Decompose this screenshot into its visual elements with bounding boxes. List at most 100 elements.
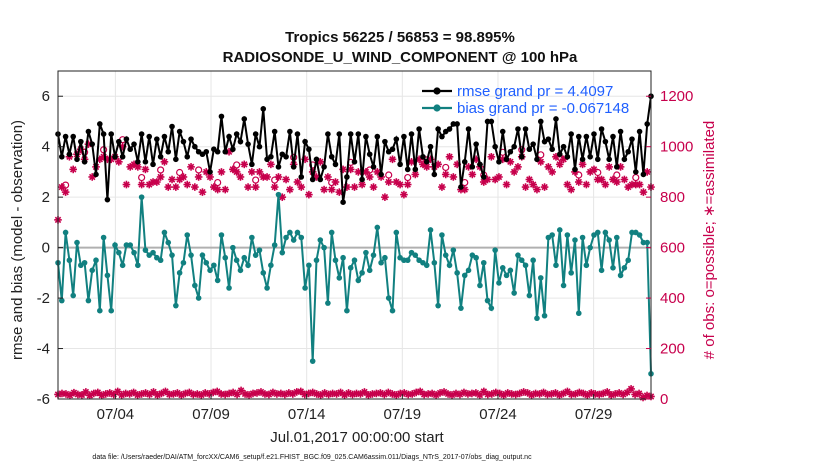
bias-point: [454, 270, 460, 276]
obs-star-stroke: [184, 181, 191, 188]
obs-assimilated-point: [232, 168, 241, 176]
obs-star-stroke: [237, 173, 244, 181]
rmse-point: [290, 164, 297, 170]
obs-assimilated-point: [58, 183, 66, 191]
obs-star-stroke: [213, 388, 221, 395]
obs-assimilated-point: [514, 163, 522, 171]
obs-star-stroke: [191, 183, 199, 191]
obs-star-stroke: [337, 389, 344, 396]
obs-assimilated-point: [286, 185, 294, 194]
rmse-point: [404, 166, 411, 173]
bias-point: [442, 252, 449, 258]
obs-star-stroke: [580, 390, 587, 397]
bias-point: [488, 305, 495, 311]
rmse-point: [169, 123, 175, 130]
obs-star-stroke: [206, 173, 214, 181]
obs-star-stroke: [627, 385, 635, 393]
y2-tick-label: 600: [660, 240, 685, 257]
obs-star-stroke: [321, 389, 328, 397]
y-axis-label: rmse and bias (model - observation): [9, 120, 26, 360]
obs-low-point: [448, 391, 456, 399]
obs-star-stroke: [62, 188, 69, 196]
obs-star-stroke: [138, 181, 145, 188]
rmse-point: [629, 136, 635, 142]
bias-point: [199, 252, 206, 258]
obs-star-stroke: [282, 176, 290, 183]
bias-point: [583, 262, 590, 269]
obs-assimilated-point: [438, 183, 446, 191]
obs-assimilated-point: [69, 165, 78, 174]
x-tick-label: 07/19: [384, 406, 422, 423]
bias-series: [55, 191, 654, 377]
obs-star-stroke: [434, 161, 442, 168]
rmse-point: [85, 128, 92, 135]
obs-assimilated-point: [244, 183, 252, 191]
rmse-point: [180, 138, 187, 145]
bias-point: [271, 242, 278, 248]
obs-star-stroke: [229, 389, 237, 396]
obs-star-stroke: [540, 389, 547, 396]
obs-star-stroke: [195, 173, 202, 181]
obs-assimilated-point: [510, 168, 518, 176]
obs-assimilated-point: [263, 173, 271, 181]
obs-star-stroke: [507, 158, 514, 166]
obs-star-stroke: [529, 181, 537, 188]
bias-point: [507, 267, 514, 274]
rmse-point: [249, 161, 255, 168]
rmse-point: [138, 131, 145, 137]
obs-star-stroke: [603, 388, 611, 396]
bias-point: [328, 229, 335, 236]
obs-assimilated-point: [270, 183, 279, 191]
obs-assimilated-point: [612, 178, 621, 186]
bias-point: [165, 239, 172, 246]
bias-point: [70, 292, 77, 299]
rmse-point: [435, 126, 441, 132]
obs-star-stroke: [267, 161, 275, 168]
rmse-series: [55, 93, 654, 205]
bias-point: [534, 315, 540, 322]
obs-star-stroke: [70, 389, 78, 396]
rmse-point: [347, 131, 354, 137]
obs-assimilated-point: [335, 188, 344, 196]
rmse-point: [598, 126, 605, 132]
bias-point: [458, 305, 464, 311]
bias-point: [256, 247, 263, 253]
obs-star-stroke: [168, 176, 176, 183]
obs-assimilated-point: [533, 185, 541, 194]
x-tick-label: 07/14: [288, 406, 326, 423]
rmse-point: [222, 148, 229, 155]
obs-assimilated-point: [324, 173, 332, 181]
rmse-point: [214, 148, 221, 155]
obs-star-stroke: [472, 389, 480, 397]
bias-point: [142, 247, 149, 253]
obs-assimilated-point: [153, 178, 161, 186]
obs-star-stroke: [385, 178, 392, 186]
obs-possible-point: [252, 176, 260, 184]
obs-possible-point: [613, 171, 621, 179]
rmse-point: [351, 159, 358, 165]
bias-point: [336, 275, 343, 281]
y-tick-label: -2: [37, 290, 50, 307]
rmse-point: [374, 133, 381, 140]
rmse-point: [97, 121, 103, 127]
bias-point: [423, 262, 430, 269]
bias-point: [169, 252, 175, 258]
obs-star-stroke: [142, 166, 149, 173]
legend-rmse-marker: [433, 87, 441, 95]
rmse-point: [393, 136, 400, 142]
obs-star-stroke: [237, 387, 245, 394]
rmse-point: [427, 143, 434, 150]
bias-point: [173, 302, 179, 309]
chart-title-line2: RADIOSONDE_U_WIND_COMPONENT @ 100 hPa: [223, 49, 578, 66]
rmse-point: [154, 136, 160, 142]
bias-point: [530, 257, 536, 264]
rmse-point: [382, 138, 388, 145]
obs-possible-point: [138, 173, 146, 182]
bias-point: [587, 244, 593, 251]
obs-star-stroke: [423, 163, 430, 171]
obs-star-stroke: [635, 390, 643, 397]
rmse-point: [621, 156, 628, 163]
rmse-point: [59, 153, 65, 160]
obs-assimilated-point: [297, 183, 306, 191]
rmse-point: [340, 199, 346, 205]
